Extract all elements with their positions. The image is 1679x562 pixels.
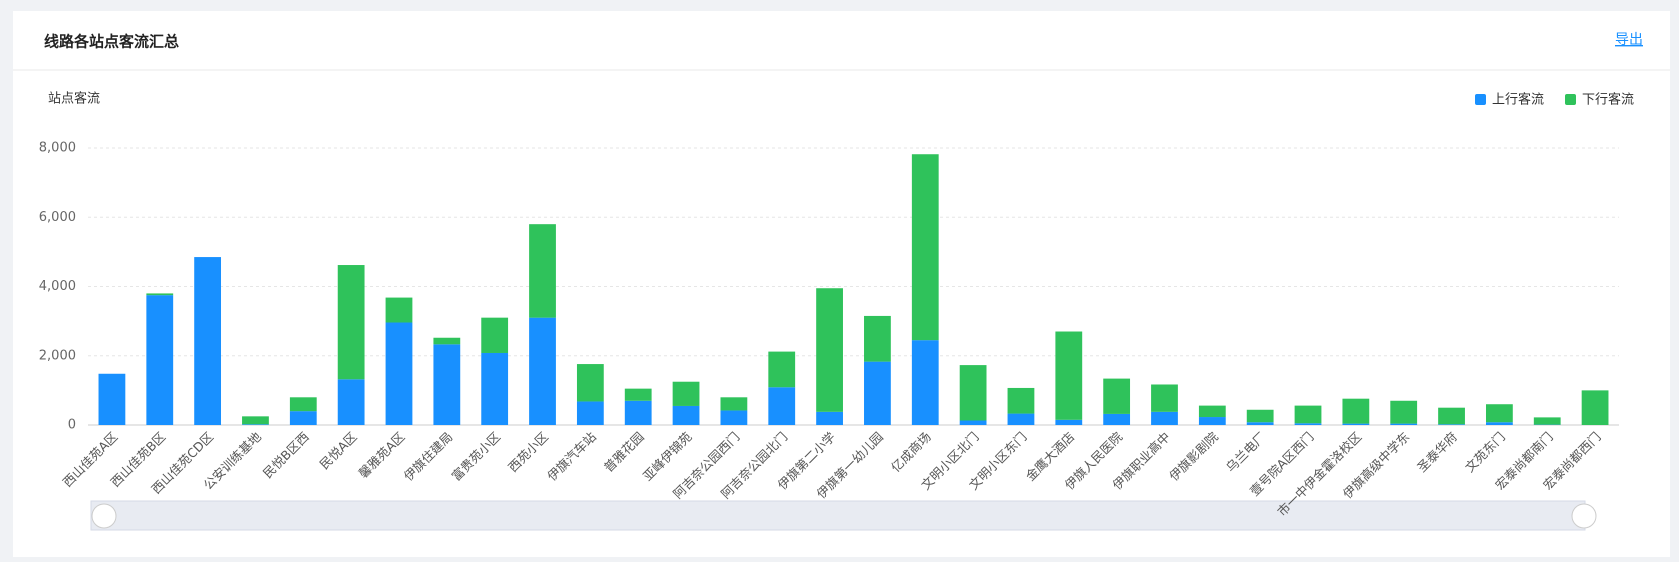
bar-segment [576, 364, 604, 402]
bar-segment [289, 397, 317, 412]
bar-segment [1294, 423, 1322, 425]
bar-segment [1007, 413, 1035, 425]
bar-segment [242, 416, 269, 425]
card [13, 11, 1670, 557]
bar-segment [529, 317, 556, 425]
bar-segment [1438, 424, 1465, 425]
bar-segment [1007, 387, 1035, 414]
bar-segment [146, 295, 174, 425]
export-link[interactable]: 导出 [1615, 32, 1643, 48]
bar-segment [1390, 423, 1418, 425]
bar-segment [959, 365, 987, 421]
bar-segment [1246, 409, 1274, 423]
bar-segment [1581, 390, 1609, 425]
bar-segment [289, 411, 317, 425]
legend-label: 上行客流 [1492, 92, 1544, 108]
bar-segment [433, 344, 461, 425]
bar-segment [529, 224, 556, 318]
bar-segment [194, 257, 222, 425]
bar-segment [433, 337, 461, 345]
bar-segment [1485, 404, 1513, 423]
bar-segment [481, 352, 509, 425]
y-tick-label: 2,000 [39, 348, 76, 363]
bar-segment [146, 293, 174, 296]
bar-segment [816, 288, 843, 412]
bar-segment [1055, 419, 1083, 425]
bar-segment [1103, 378, 1131, 414]
bar-segment [242, 424, 269, 425]
bar-segment [1151, 384, 1178, 412]
zoom-handle[interactable] [1571, 503, 1597, 529]
bar-segment [720, 410, 748, 425]
bar-segment [864, 315, 891, 362]
bar-segment [672, 405, 700, 425]
bar-segment [1342, 398, 1370, 424]
bar-segment [1246, 422, 1274, 425]
bar-segment [98, 373, 126, 425]
bar-segment [1198, 405, 1226, 418]
bar-segment [624, 400, 652, 425]
bar-segment [385, 322, 413, 425]
bar-segment [1294, 405, 1322, 424]
y-tick-label: 6,000 [39, 210, 76, 225]
card-title: 线路各站点客流汇总 [44, 33, 179, 51]
y-tick-label: 4,000 [39, 279, 76, 294]
bar-segment [1390, 400, 1418, 424]
bar-segment [768, 351, 796, 388]
y-tick-label: 8,000 [39, 141, 76, 156]
bar-segment [481, 317, 509, 353]
bar-segment [576, 401, 604, 425]
zoom-slider[interactable] [90, 500, 1586, 531]
bar-segment [385, 297, 413, 323]
legend-label: 下行客流 [1582, 92, 1634, 108]
bar-segment [1103, 413, 1131, 425]
bar-segment [816, 411, 843, 425]
bar-segment [1438, 407, 1465, 425]
bar-segment [1055, 331, 1083, 420]
bar-segment [624, 388, 652, 401]
bar-segment [911, 154, 939, 341]
bar-segment [1342, 423, 1370, 425]
bar-segment [864, 361, 891, 425]
y-tick-label: 0 [68, 418, 76, 433]
bar-segment [1151, 411, 1178, 425]
y-axis-label: 站点客流 [48, 91, 100, 107]
bar-segment [768, 387, 796, 425]
bar-segment [911, 340, 939, 425]
bar-segment [1533, 417, 1561, 425]
bar-segment [959, 420, 987, 425]
bar-segment [1485, 422, 1513, 425]
bar-segment [720, 397, 748, 411]
legend-swatch [1565, 94, 1576, 105]
legend-swatch [1475, 94, 1486, 105]
bar-segment [672, 381, 700, 406]
bar-segment [1198, 417, 1226, 425]
zoom-handle[interactable] [91, 503, 117, 529]
bar-segment [337, 265, 365, 380]
bar-segment [337, 379, 365, 425]
